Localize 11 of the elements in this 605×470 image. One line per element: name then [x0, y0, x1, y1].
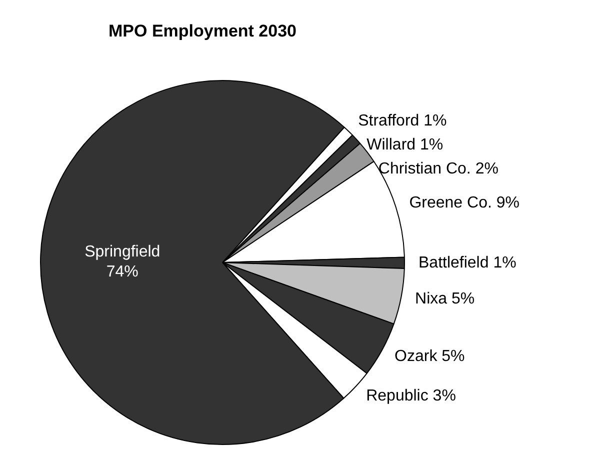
slice-label: Republic 3%: [366, 387, 456, 404]
chart-title: MPO Employment 2030: [108, 22, 297, 41]
slice-label: Ozark 5%: [394, 348, 465, 365]
slice-label: Springfield: [84, 244, 160, 261]
slice-label: Christian Co. 2%: [378, 160, 498, 178]
slice-label: Nixa 5%: [415, 290, 475, 308]
slice-label: Greene Co. 9%: [409, 194, 520, 212]
slice-label: Strafford 1%: [358, 112, 447, 130]
slice-label: Battlefield 1%: [418, 254, 516, 272]
slice-label: Willard 1%: [366, 136, 444, 154]
data-label: 74%: [106, 264, 138, 281]
